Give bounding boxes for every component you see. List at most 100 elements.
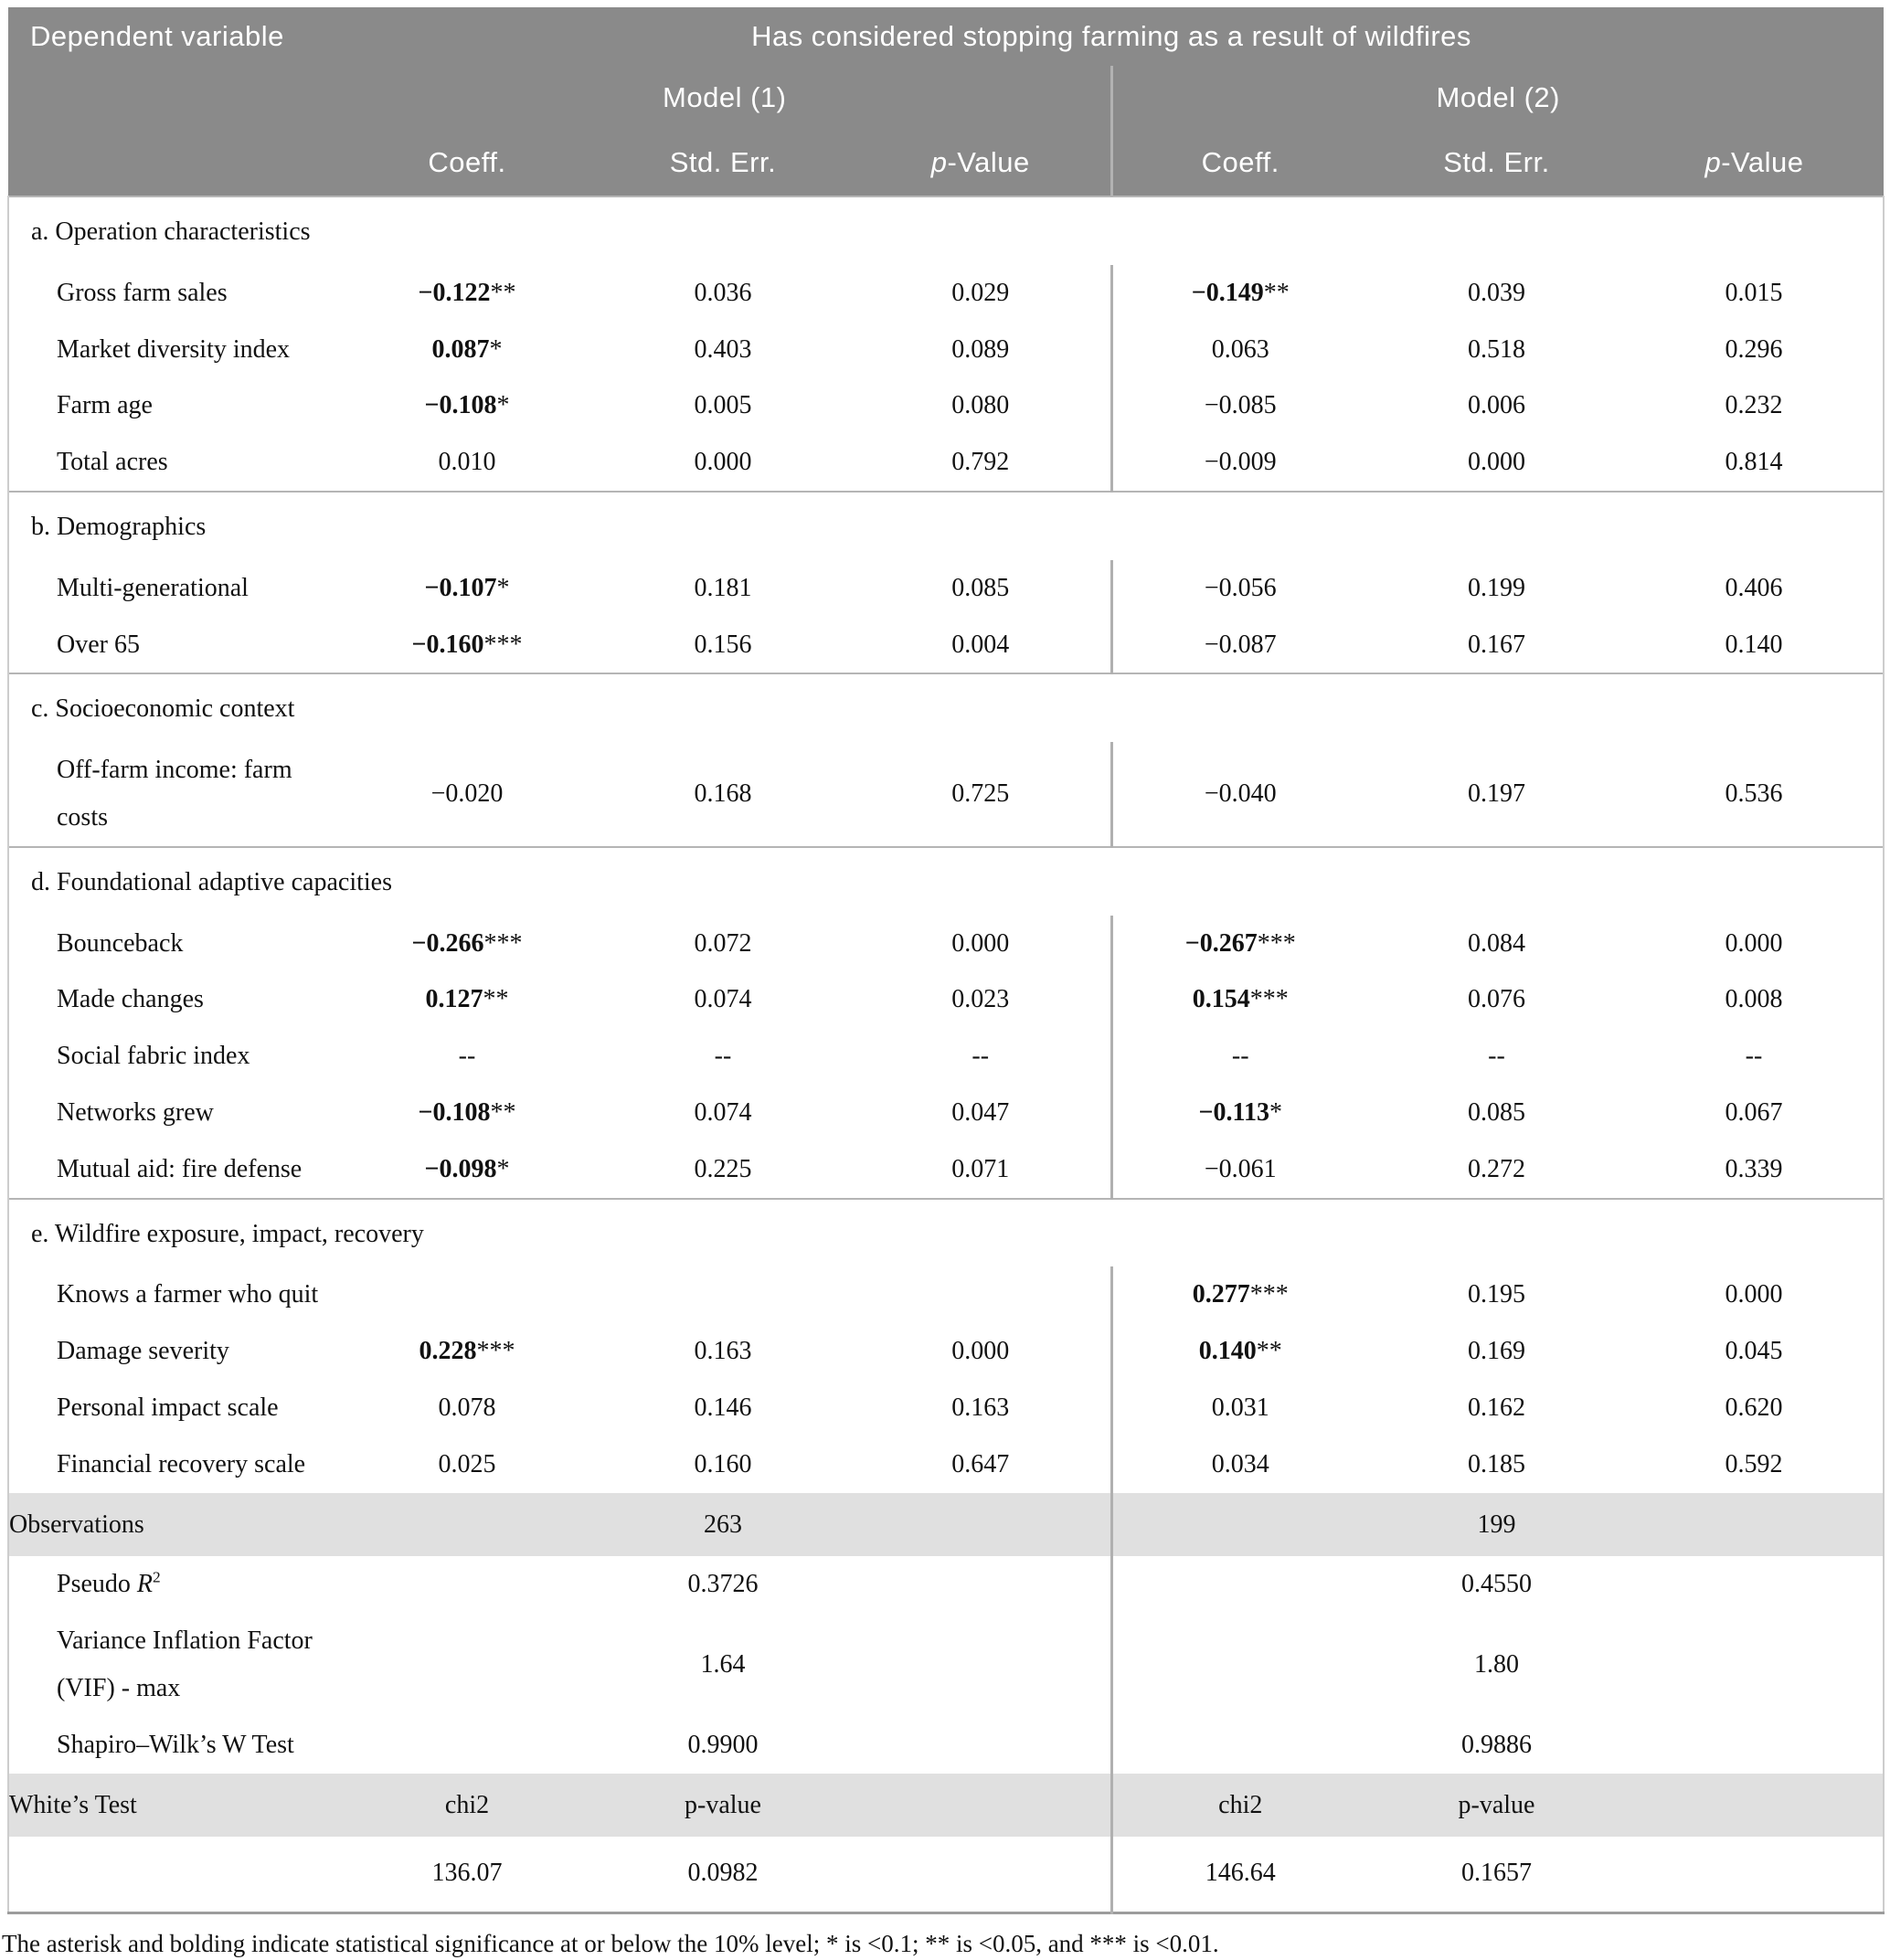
m2-coeff-cell: 0.031: [1110, 1379, 1368, 1436]
m2-stderr-cell: 0.085: [1468, 1097, 1525, 1127]
empty-cell: [1625, 1613, 1885, 1717]
m2-whites-pvalue: 0.1657: [1461, 1859, 1532, 1888]
m1-coeff-cell: [339, 1266, 595, 1323]
empty-cell: [1110, 1492, 1368, 1557]
m1-pvalue-cell: 0.163: [951, 1393, 1010, 1422]
m2-pvalue-heading: p-Value: [1625, 130, 1884, 196]
table-row: Mutual aid: fire defense −0.098* 0.225 0…: [7, 1140, 1885, 1199]
coeff-value: --: [1231, 1042, 1249, 1071]
table-body: a. Operation characteristics Gross farm …: [7, 196, 1885, 1913]
table-row: Networks grew −0.108** 0.074 0.047 −0.11…: [7, 1084, 1885, 1141]
coeff-value: 0.031: [1211, 1393, 1269, 1422]
empty-cell: [339, 1556, 595, 1613]
empty-header-cell: [8, 130, 339, 196]
model-1-heading: Model (1): [339, 66, 1111, 130]
m2-observations-value: 199: [1368, 1492, 1625, 1557]
empty-header-cell: [8, 66, 339, 130]
coeff-value: −0.107: [424, 573, 497, 602]
row-label: Shapiro–Wilk’s W Test: [7, 1716, 339, 1774]
empty-cell: [1625, 1492, 1885, 1557]
coeff-value: 0.025: [438, 1449, 496, 1478]
coeff-value: −0.160: [411, 630, 484, 659]
m1-stderr-cell: 0.074: [694, 1097, 752, 1127]
empty-cell: [1110, 1613, 1368, 1717]
section-title: d. Foundational adaptive capacities: [7, 845, 1885, 916]
row-label: White’s Test: [7, 1773, 339, 1838]
m1-pvalue-heading: p-Value: [851, 130, 1111, 196]
m2-pvalue-cell: 0.620: [1625, 1379, 1885, 1436]
dependent-variable-heading: Dependent variable: [8, 7, 339, 66]
m1-pvalue-cell: [851, 1266, 1111, 1323]
m2-coeff-cell: −0.267***: [1110, 915, 1368, 972]
m1-stderr-cell: 0.036: [694, 278, 752, 307]
m2-stderr-cell: 0.169: [1468, 1337, 1525, 1366]
pseudo-r2-row: Pseudo R2 0.3726 0.4550: [7, 1556, 1885, 1614]
significance-stars: ***: [1257, 928, 1296, 958]
m2-stderr-cell: 0.162: [1468, 1393, 1525, 1422]
m1-pvalue-cell: 0.004: [951, 630, 1010, 659]
row-label: Off-farm income: farm costs: [7, 742, 339, 847]
row-label: Variance Inflation Factor (VIF) - max: [7, 1613, 339, 1717]
m1-coeff-cell: −0.266***: [339, 916, 595, 972]
m1-pvalue-cell: 0.089: [951, 334, 1010, 364]
whites-test-header-row: White’s Test chi2 p-value chi2 p-value: [7, 1773, 1885, 1838]
m1-stderr-cell: 0.163: [694, 1337, 752, 1366]
coeff-value: −0.108: [418, 1097, 491, 1127]
m1-pvalue-cell: 0.071: [951, 1154, 1010, 1183]
shapiro-wilk-row: Shapiro–Wilk’s W Test 0.9900 0.9886: [7, 1716, 1885, 1774]
table-row: Bounceback −0.266*** 0.072 0.000 −0.267*…: [7, 915, 1885, 972]
m2-coeff-cell: 0.154***: [1110, 971, 1368, 1029]
m1-coeff-cell: 0.078: [339, 1380, 595, 1436]
row-label: Damage severity: [7, 1323, 339, 1380]
empty-cell: [7, 1837, 339, 1913]
significance-stars: ***: [1249, 985, 1289, 1014]
table-row: Knows a farmer who quit 0.277*** 0.195 0…: [7, 1266, 1885, 1324]
empty-cell: [339, 1492, 595, 1557]
row-label: Gross farm sales: [7, 264, 339, 322]
m1-pvalue-cell: 0.047: [951, 1097, 1010, 1127]
table-row: Farm age −0.108* 0.005 0.080 −0.085 0.00…: [7, 377, 1885, 435]
m1-coeff-cell: −0.020: [339, 742, 595, 847]
empty-cell: [851, 1773, 1111, 1838]
empty-cell: [1625, 1837, 1885, 1913]
section-row-c: c. Socioeconomic context: [7, 673, 1885, 743]
m2-pvalue-cell: 0.140: [1625, 616, 1885, 674]
m2-pvalue-cell: 0.067: [1625, 1084, 1885, 1141]
m2-pvalue-cell: 0.536: [1625, 742, 1885, 847]
m1-stderr-cell: 0.074: [694, 985, 752, 1014]
row-label: Total acres: [7, 434, 339, 492]
row-label: Observations: [7, 1492, 339, 1557]
m1-stderr-cell: 0.160: [694, 1449, 752, 1478]
table-footnote: The asterisk and bolding indicate statis…: [2, 1930, 1219, 1958]
section-title: c. Socioeconomic context: [7, 673, 1885, 743]
m1-pvalue-cell: 0.000: [951, 928, 1010, 958]
empty-cell: [851, 1717, 1111, 1774]
m1-chi2-heading: chi2: [339, 1773, 595, 1838]
m2-coeff-cell: −0.056: [1110, 559, 1368, 617]
m2-pvalue-cell: 0.008: [1625, 971, 1885, 1029]
m1-stderr-heading: Std. Err.: [595, 130, 851, 196]
m2-stderr-cell: 0.518: [1468, 334, 1525, 364]
m2-pvalue-cell: 0.000: [1625, 915, 1885, 972]
m1-coeff-cell: --: [339, 1028, 595, 1085]
row-label: Financial recovery scale: [7, 1436, 339, 1493]
table-row: Social fabric index -- -- -- -- -- --: [7, 1028, 1885, 1085]
row-label: Networks grew: [7, 1084, 339, 1141]
m1-coeff-cell: 0.127**: [339, 971, 595, 1028]
m2-stderr-cell: 0.199: [1468, 573, 1525, 602]
m1-stderr-cell: 0.225: [694, 1154, 752, 1183]
significance-stars: **: [483, 985, 509, 1014]
empty-cell: [851, 1837, 1111, 1912]
table-row: Gross farm sales −0.122** 0.036 0.029 −0…: [7, 264, 1885, 322]
coeff-value: −0.040: [1204, 779, 1277, 809]
m2-stderr-cell: 0.197: [1468, 779, 1525, 809]
coeff-value: −0.266: [411, 928, 484, 958]
m2-pvalue-cell: 0.339: [1625, 1140, 1885, 1199]
empty-cell: [1625, 1716, 1885, 1774]
significance-stars: *: [496, 391, 510, 420]
row-label: Multi-generational: [7, 559, 339, 617]
m2-stderr-cell: 0.084: [1468, 928, 1525, 958]
m1-stderr-cell: 0.181: [694, 573, 752, 602]
row-label: Bounceback: [7, 915, 339, 972]
table-row: Off-farm income: farm costs −0.020 0.168…: [7, 742, 1885, 847]
